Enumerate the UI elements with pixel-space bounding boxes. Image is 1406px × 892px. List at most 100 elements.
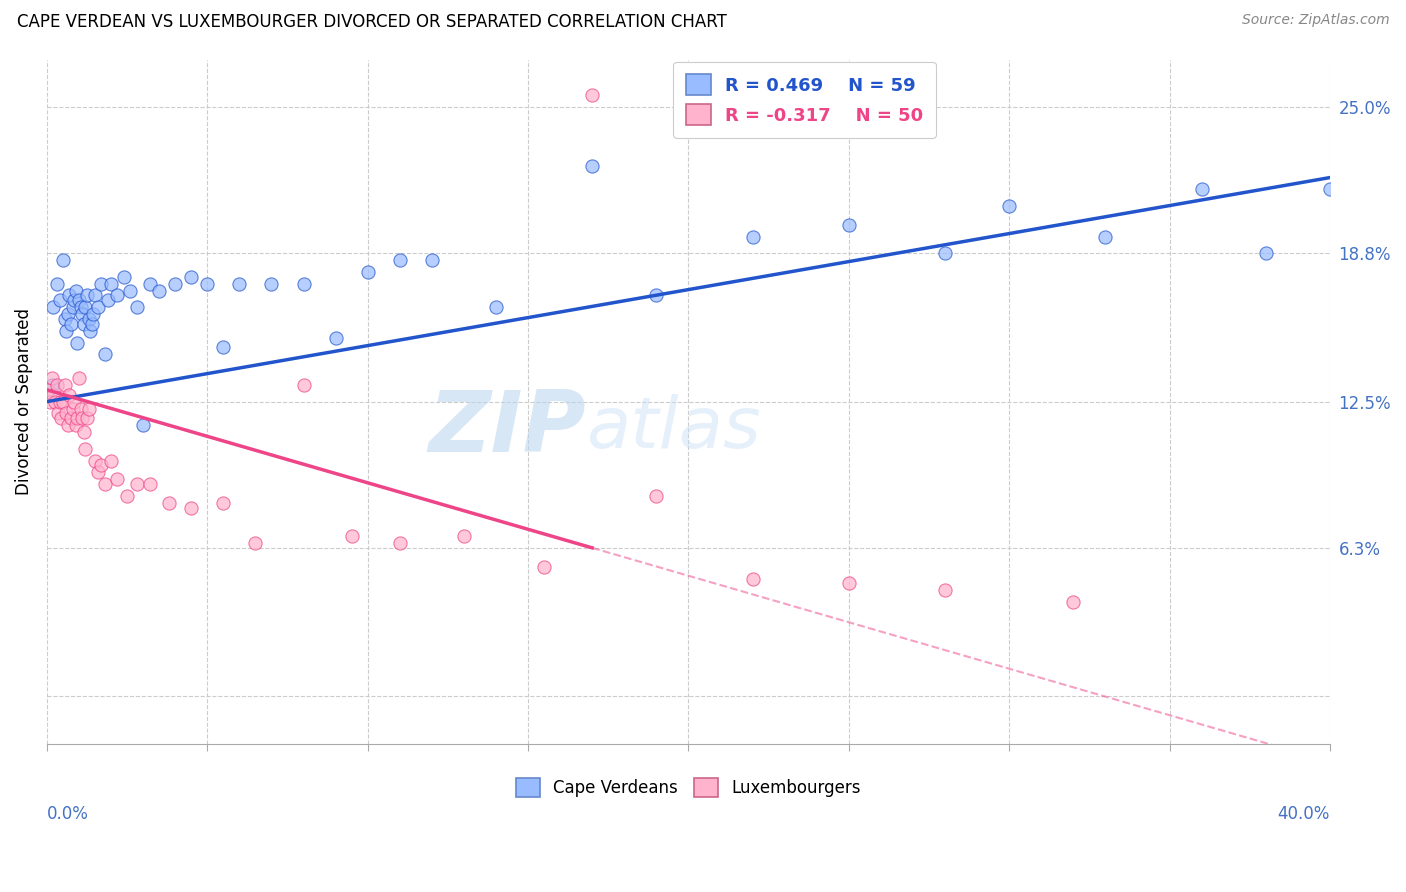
Point	[93, 347, 115, 361]
Point	[292, 277, 315, 291]
Point	[77, 312, 100, 326]
Point	[195, 277, 218, 291]
Point	[53, 312, 76, 326]
Point	[1319, 182, 1341, 196]
Point	[79, 324, 101, 338]
Point	[45, 277, 67, 291]
Point	[1191, 182, 1213, 196]
Point	[44, 394, 66, 409]
Point	[46, 406, 69, 420]
Point	[59, 411, 82, 425]
Point	[998, 199, 1021, 213]
Y-axis label: Divorced or Separated: Divorced or Separated	[15, 308, 32, 495]
Point	[581, 87, 603, 102]
Point	[87, 300, 110, 314]
Point	[65, 284, 87, 298]
Point	[1062, 595, 1084, 609]
Point	[73, 317, 96, 331]
Point	[80, 317, 103, 331]
Point	[388, 253, 411, 268]
Point	[107, 288, 129, 302]
Point	[115, 489, 138, 503]
Point	[59, 317, 82, 331]
Point	[56, 418, 79, 433]
Point	[51, 411, 73, 425]
Point	[100, 277, 122, 291]
Legend: Cape Verdeans, Luxembourgers: Cape Verdeans, Luxembourgers	[509, 772, 868, 804]
Point	[67, 293, 90, 308]
Point	[73, 425, 96, 440]
Point	[165, 277, 187, 291]
Point	[245, 536, 267, 550]
Text: 0.0%: 0.0%	[46, 805, 89, 823]
Point	[212, 340, 235, 354]
Point	[838, 576, 860, 591]
Point	[741, 572, 763, 586]
Point	[75, 300, 97, 314]
Point	[63, 394, 86, 409]
Point	[84, 453, 107, 467]
Point	[58, 387, 80, 401]
Point	[100, 453, 122, 467]
Point	[41, 378, 63, 392]
Point	[645, 489, 668, 503]
Point	[97, 293, 120, 308]
Point	[120, 284, 142, 298]
Point	[1094, 229, 1116, 244]
Text: Source: ZipAtlas.com: Source: ZipAtlas.com	[1241, 13, 1389, 28]
Point	[581, 159, 603, 173]
Point	[65, 418, 87, 433]
Point	[212, 496, 235, 510]
Text: CAPE VERDEAN VS LUXEMBOURGER DIVORCED OR SEPARATED CORRELATION CHART: CAPE VERDEAN VS LUXEMBOURGER DIVORCED OR…	[17, 13, 727, 31]
Point	[76, 288, 98, 302]
Point	[48, 394, 70, 409]
Point	[180, 500, 202, 515]
Point	[260, 277, 283, 291]
Point	[77, 401, 100, 416]
Point	[93, 477, 115, 491]
Point	[82, 307, 104, 321]
Point	[325, 331, 347, 345]
Point	[357, 265, 380, 279]
Point	[84, 288, 107, 302]
Point	[132, 418, 155, 433]
Point	[58, 288, 80, 302]
Text: 40.0%: 40.0%	[1278, 805, 1330, 823]
Point	[55, 324, 77, 338]
Point	[67, 371, 90, 385]
Point	[125, 477, 148, 491]
Point	[157, 496, 180, 510]
Point	[75, 442, 97, 456]
Point	[180, 269, 202, 284]
Point	[53, 378, 76, 392]
Point	[69, 401, 91, 416]
Point	[56, 307, 79, 321]
Point	[741, 229, 763, 244]
Point	[485, 300, 508, 314]
Point	[66, 411, 89, 425]
Point	[41, 371, 63, 385]
Point	[63, 293, 86, 308]
Point	[148, 284, 170, 298]
Point	[37, 383, 59, 397]
Point	[42, 300, 65, 314]
Point	[533, 559, 555, 574]
Point	[66, 335, 89, 350]
Point	[48, 293, 70, 308]
Point	[52, 253, 75, 268]
Point	[125, 300, 148, 314]
Point	[52, 394, 75, 409]
Point	[107, 473, 129, 487]
Point	[388, 536, 411, 550]
Point	[645, 288, 668, 302]
Point	[70, 411, 93, 425]
Point	[340, 529, 363, 543]
Point	[42, 387, 65, 401]
Point	[934, 583, 956, 598]
Point	[838, 218, 860, 232]
Point	[934, 246, 956, 260]
Text: atlas: atlas	[586, 394, 761, 464]
Point	[45, 378, 67, 392]
Point	[62, 300, 84, 314]
Point	[138, 477, 160, 491]
